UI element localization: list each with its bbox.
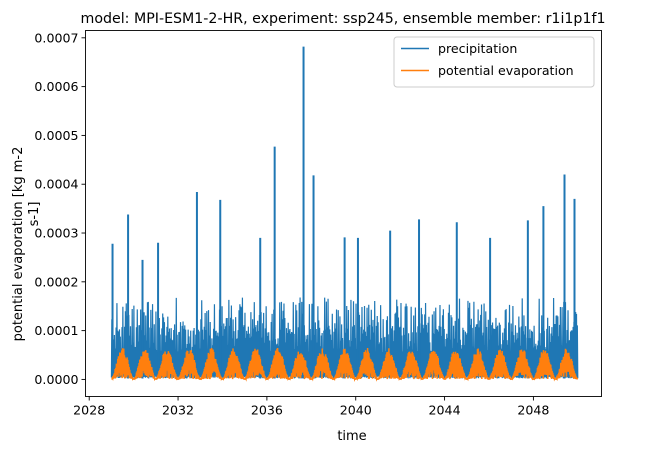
series-potential-evaporation-line (111, 347, 579, 382)
chart-title: model: MPI-ESM1-2-HR, experiment: ssp245… (81, 11, 606, 27)
x-tick-label: 2044 (429, 403, 461, 418)
y-tick-label: 0.0006 (34, 79, 78, 94)
y-axis-ticks: 0.0000 0.0001 0.0002 0.0003 0.0004 0.0005 0.00… (34, 30, 86, 387)
x-tick-label: 2040 (340, 403, 372, 418)
y-tick-label: 0.0004 (34, 177, 78, 192)
y-tick-label: 0.0001 (34, 323, 78, 338)
x-tick-label: 2028 (73, 403, 105, 418)
x-tick-label: 2032 (162, 403, 194, 418)
series-layer (110, 46, 579, 382)
x-axis-ticks: 2028 2032 2036 2040 2044 2048 (73, 396, 549, 418)
x-tick-label: 2036 (251, 403, 283, 418)
y-tick-label: 0.0002 (34, 274, 78, 289)
legend-label-potential-evaporation: potential evaporation (438, 63, 574, 78)
plot-frame (85, 30, 602, 397)
legend-box (393, 36, 595, 88)
y-axis-label-line-1: potential evaporation [kg m-2 (11, 147, 26, 342)
y-axis-label-line-2: s-1] (27, 202, 42, 227)
y-tick-label: 0.0007 (34, 30, 78, 45)
legend: precipitation potential evaporation (393, 36, 595, 88)
x-axis-label: time (337, 429, 366, 444)
y-tick-label: 0.0005 (34, 128, 78, 143)
y-tick-label: 0.0000 (34, 372, 78, 387)
y-tick-label: 0.0003 (34, 226, 78, 241)
x-tick-label: 2048 (517, 403, 549, 418)
legend-label-precipitation: precipitation (438, 41, 517, 56)
